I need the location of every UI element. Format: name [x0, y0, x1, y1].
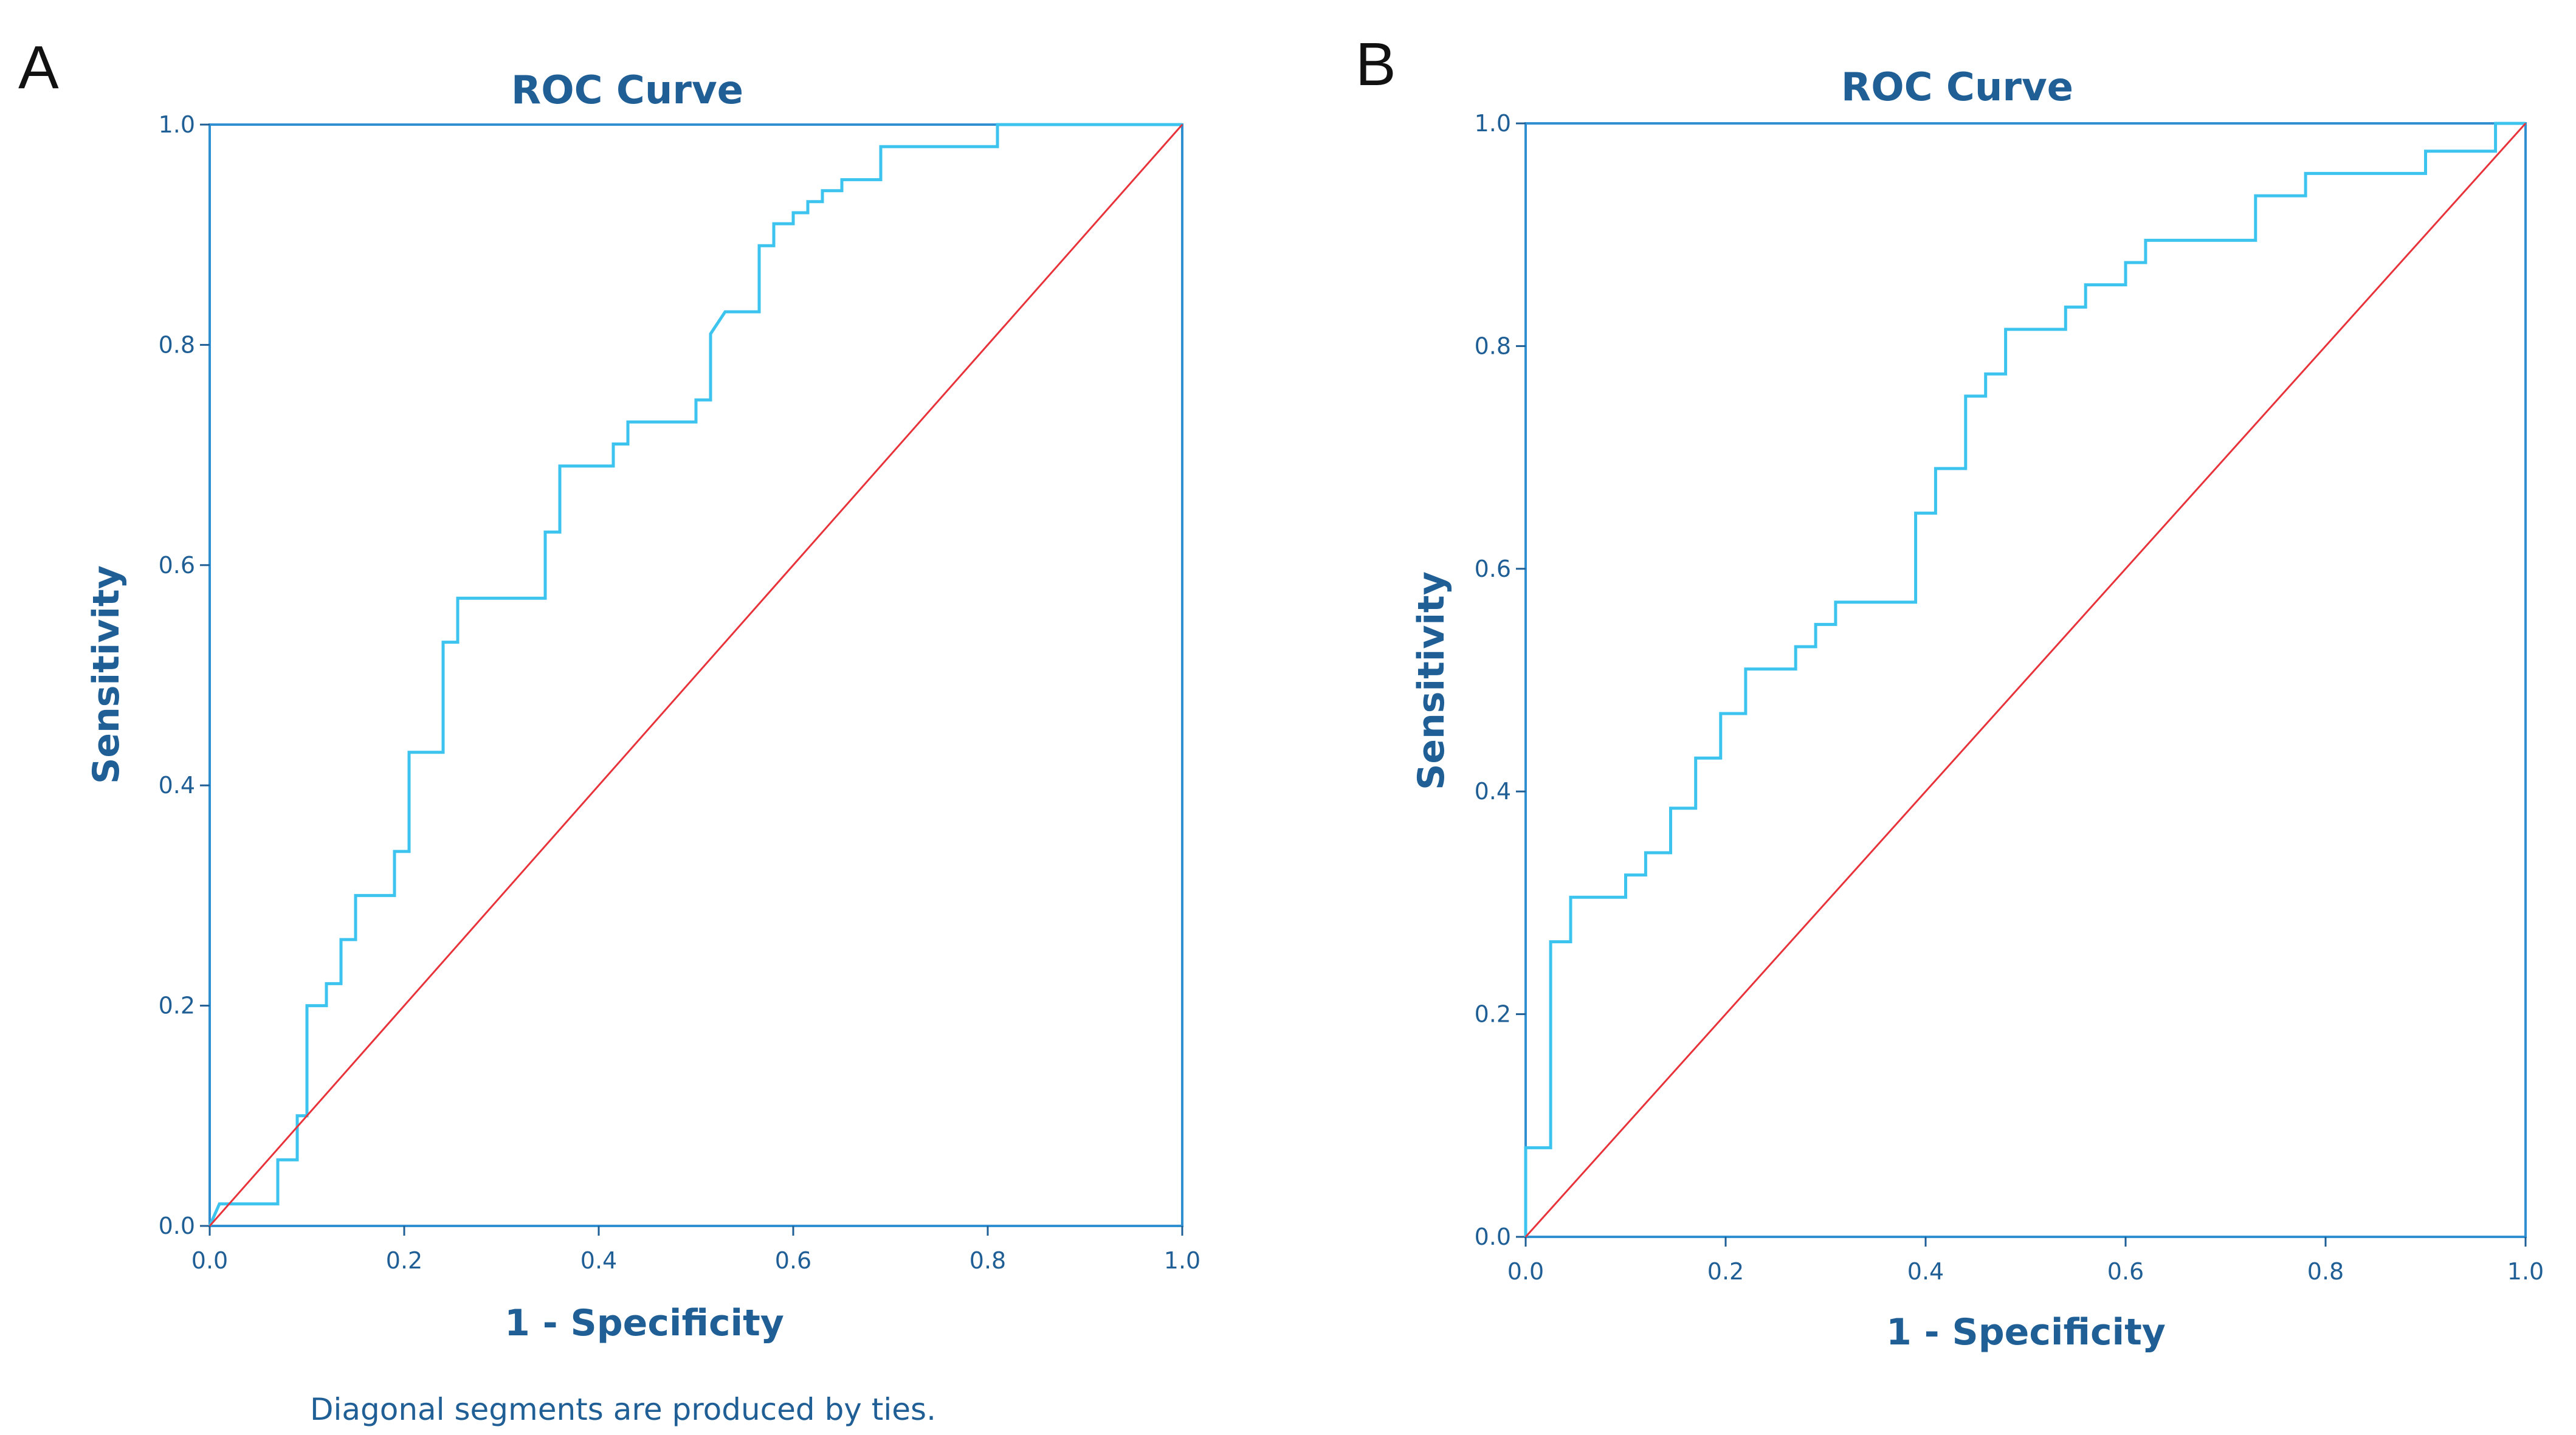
chart-title-a: ROC Curve — [511, 68, 743, 113]
y-tick-label: 0.8 — [1475, 332, 1511, 359]
chart-title-b: ROC Curve — [1841, 65, 2073, 110]
x-tick-label: 0.8 — [2307, 1258, 2344, 1285]
panel-letter-a: A — [18, 33, 59, 102]
roc-chart-a: A ROC Curve 0.0 0.2 0.4 0.6 0.8 1.00.00.20.40… — [18, 33, 1200, 1427]
x-axis-label-b: 1 - Specificity — [1886, 1311, 2166, 1354]
y-tick-label: 0.8 — [159, 331, 195, 358]
y-tick-label: 0.0 — [159, 1213, 195, 1239]
roc-curve-line — [208, 123, 1182, 1227]
y-axis-label-b: Sensitivity — [1410, 571, 1453, 790]
roc-chart-b: B ROC Curve 0.0 0.2 0.4 0.6 0.8 1.00.00.20.40… — [1355, 30, 2544, 1354]
roc-curve-line — [1524, 122, 2526, 1237]
x-tick-label: 0.0 — [1507, 1258, 1544, 1285]
x-axis-label-a: 1 - Specificity — [505, 1302, 784, 1344]
y-tick-label: 0.2 — [1475, 1001, 1511, 1028]
x-tick-label: 1.0 — [1164, 1247, 1200, 1274]
y-tick-label: 0.4 — [1475, 778, 1511, 805]
x-tick-label: 0.6 — [775, 1247, 811, 1274]
ties-footnote: Diagonal segments are produced by ties. — [310, 1392, 936, 1427]
y-tick-label: 0.0 — [1475, 1223, 1511, 1250]
y-tick-label: 0.6 — [1475, 556, 1511, 582]
y-tick-label: 1.0 — [1475, 110, 1511, 137]
plot-area-a: 0.0 0.2 0.4 0.6 0.8 1.0 0.0 0.2 0.4 0.6 0.8 1.0 — [159, 111, 1201, 1274]
x-tick-label: 0.8 — [969, 1247, 1006, 1274]
reference-diagonal-line — [1524, 122, 2527, 1238]
x-tick-label: 0.2 — [386, 1247, 422, 1274]
x-tick-label: 0.4 — [1907, 1258, 1944, 1285]
y-tick-label: 0.2 — [159, 993, 195, 1019]
reference-diagonal-line — [208, 124, 1183, 1227]
plot-area-b: 0.0 0.2 0.4 0.6 0.8 1.0 0.0 0.2 0.4 0.6 0.8 1.0 — [1475, 110, 2544, 1285]
x-tick-label: 1.0 — [2507, 1258, 2544, 1285]
x-tick-label: 0.6 — [2107, 1258, 2144, 1285]
x-tick-label: 0.4 — [580, 1247, 617, 1274]
plot-frame — [1524, 122, 2527, 1238]
y-tick-label: 0.6 — [159, 552, 195, 579]
y-axis-label-a: Sensitivity — [85, 565, 128, 784]
y-tick-label: 0.4 — [159, 772, 195, 799]
x-tick-label: 0.0 — [191, 1247, 228, 1274]
y-tick-label: 1.0 — [159, 111, 195, 138]
panel-letter-b: B — [1355, 30, 1396, 98]
x-tick-label: 0.2 — [1707, 1258, 1744, 1285]
plot-frame — [208, 123, 1183, 1227]
